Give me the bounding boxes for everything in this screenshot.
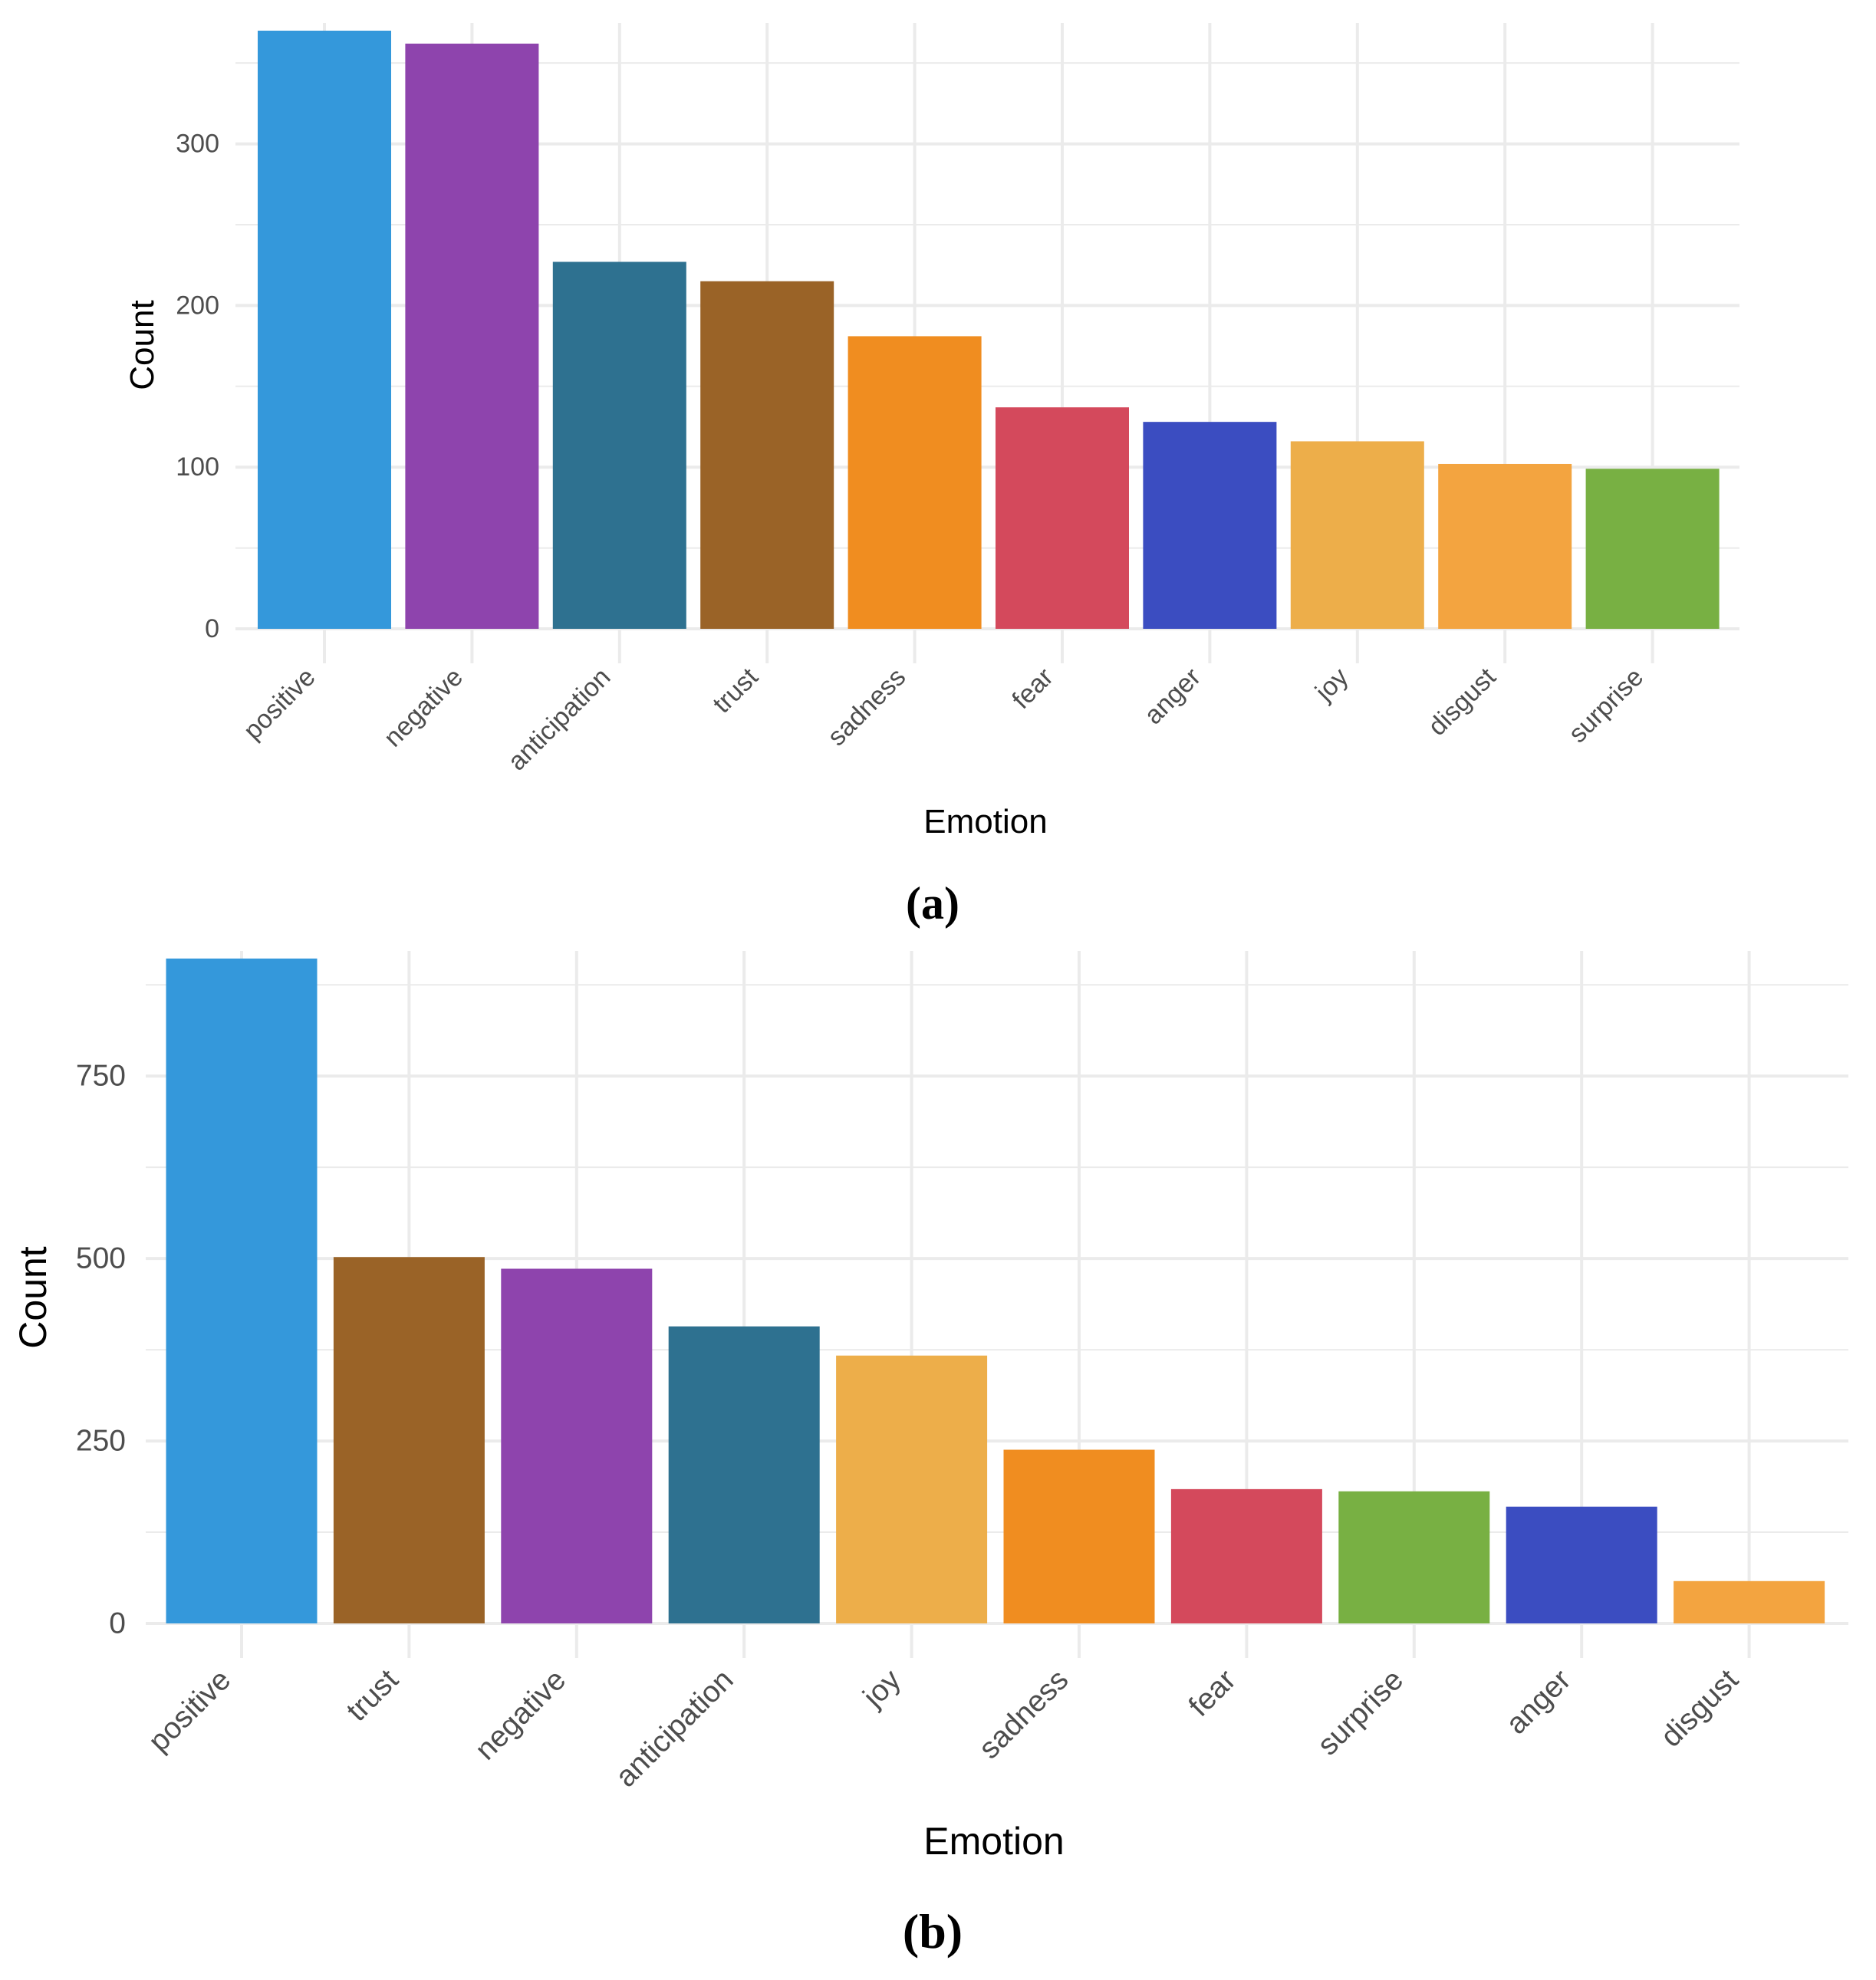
- bar-joy: [836, 1355, 988, 1623]
- bar-positive: [258, 31, 391, 629]
- bar-trust: [700, 281, 834, 629]
- panel-caption: (b): [903, 1904, 963, 1959]
- x-tick-label-anger: anger: [1139, 663, 1206, 730]
- x-tick-label-positive: positive: [238, 663, 321, 745]
- x-tick-label-disgust: disgust: [1654, 1663, 1745, 1754]
- y-tick-label: 250: [76, 1425, 126, 1458]
- bar-negative: [501, 1268, 653, 1623]
- x-tick-label-sadness: sadness: [973, 1663, 1075, 1765]
- bar-anger: [1143, 422, 1277, 629]
- bar-trust: [333, 1257, 485, 1623]
- x-tick-label-surprise: surprise: [1312, 1663, 1410, 1761]
- panel-caption: (a): [906, 878, 959, 929]
- x-tick-label-fear: fear: [1183, 1663, 1242, 1723]
- y-tick-label: 200: [176, 291, 219, 320]
- x-tick-label-negative: negative: [469, 1663, 572, 1767]
- bar-disgust: [1674, 1580, 1825, 1623]
- x-tick-label-surprise: surprise: [1563, 663, 1649, 748]
- x-tick-label-negative: negative: [378, 663, 469, 753]
- bar-anger: [1506, 1506, 1657, 1623]
- x-tick-label-anticipation: anticipation: [610, 1663, 740, 1794]
- x-axis-title: Emotion: [923, 1820, 1064, 1863]
- y-tick-label: 750: [76, 1060, 126, 1093]
- x-tick-label-sadness: sadness: [822, 663, 911, 752]
- bar-surprise: [1338, 1491, 1490, 1623]
- y-tick-label: 100: [176, 452, 219, 482]
- x-tick-label-disgust: disgust: [1423, 662, 1502, 741]
- x-tick-label-anger: anger: [1500, 1663, 1578, 1741]
- y-axis-title: Count: [12, 1246, 54, 1349]
- chart-panel-a: 0 100 200 300 positive negative anticipation tr…: [123, 23, 1739, 929]
- bar-anticipation: [552, 261, 686, 629]
- bars: [258, 31, 1720, 629]
- bar-surprise: [1585, 469, 1720, 629]
- chart-panel-b: 0 250 500 750 positive trust negative anticipat…: [12, 951, 1848, 1959]
- bar-positive: [166, 959, 318, 1623]
- x-tick-label-fear: fear: [1006, 663, 1058, 715]
- bar-joy: [1290, 441, 1424, 629]
- bars: [166, 959, 1825, 1623]
- bar-disgust: [1438, 463, 1572, 629]
- x-tick-label-joy: joy: [857, 1663, 908, 1715]
- y-tick-label: 0: [109, 1607, 126, 1640]
- y-tick-label: 500: [76, 1242, 126, 1275]
- x-tick-label-trust: trust: [707, 662, 764, 719]
- x-tick-label-positive: positive: [142, 1663, 237, 1758]
- x-axis-title: Emotion: [923, 803, 1047, 840]
- x-tick-label-anticipation: anticipation: [502, 663, 617, 777]
- x-tick-label-joy: joy: [1309, 663, 1354, 707]
- bar-anticipation: [668, 1326, 820, 1623]
- y-tick-label: 300: [176, 130, 219, 159]
- y-axis-title: Count: [123, 300, 161, 390]
- bar-fear: [1170, 1488, 1322, 1623]
- bar-sadness: [847, 336, 982, 629]
- bar-negative: [405, 43, 539, 629]
- x-tick-label-trust: trust: [341, 1663, 405, 1728]
- y-tick-label: 0: [205, 614, 219, 643]
- bar-sadness: [1003, 1449, 1155, 1623]
- bar-fear: [996, 407, 1129, 629]
